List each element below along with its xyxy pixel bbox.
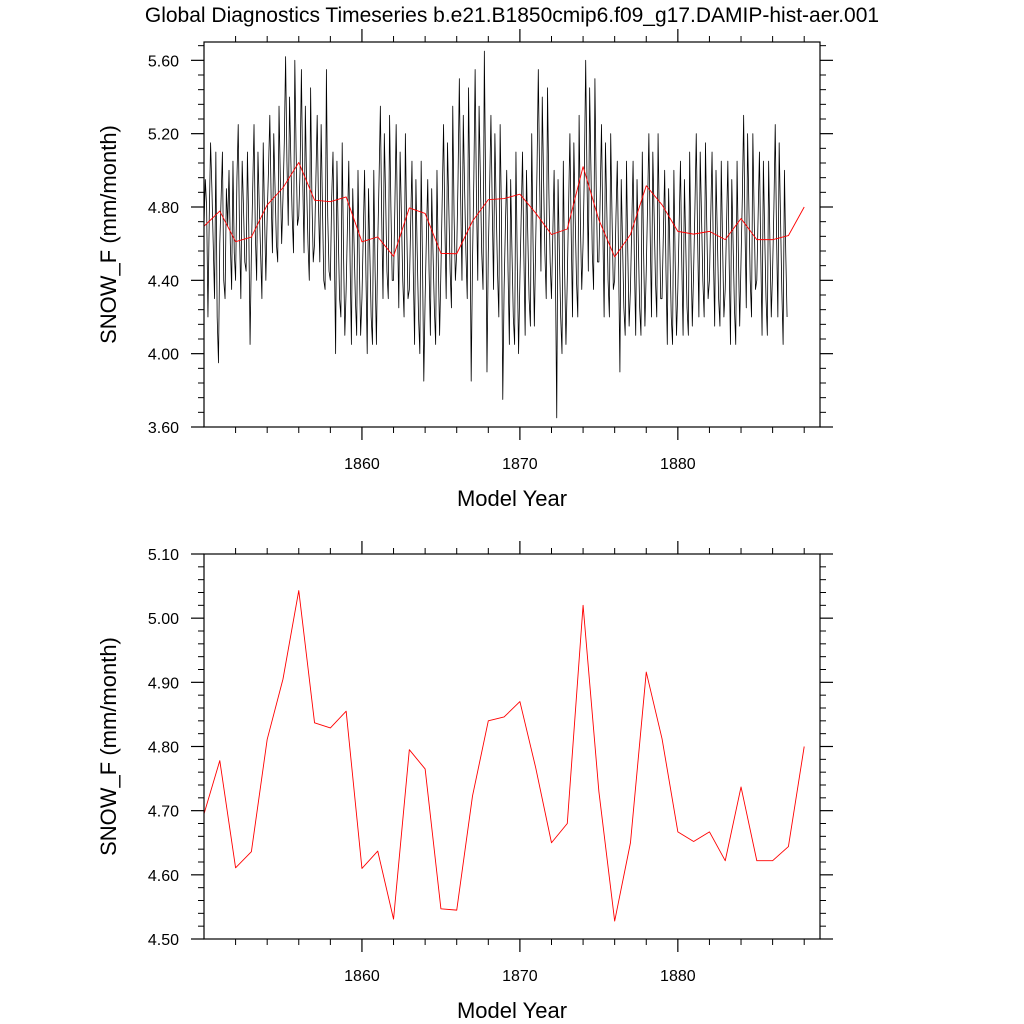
y-tick-label: 4.90 [148,675,179,692]
plot-frame [203,553,821,940]
y-axis-title: SNOW_F (mm/month) [96,637,121,856]
y-tick-label: 4.70 [148,804,179,821]
series-line-annual [203,590,805,922]
y-tick-label: 5.20 [148,127,179,144]
x-tick-label: 1880 [660,456,696,473]
y-tick-label: 4.40 [148,273,179,290]
x-tick-label: 1860 [344,456,380,473]
x-axis-title: Model Year [457,998,567,1023]
y-tick-label: 4.60 [148,868,179,885]
x-tick-label: 1880 [660,968,696,985]
y-tick-label: 3.60 [148,420,179,437]
y-axis-title: SNOW_F (mm/month) [96,125,121,344]
y-tick-label: 5.00 [148,611,179,628]
y-tick-label: 4.00 [148,347,179,364]
plot-frame [203,41,821,428]
y-tick-label: 5.60 [148,53,179,70]
series-line-annual [203,161,805,258]
y-tick-label: 4.50 [148,932,179,949]
x-tick-label: 1870 [502,968,538,985]
chart-title: Global Diagnostics Timeseries b.e21.B185… [145,4,879,27]
x-axis-title: Model Year [457,486,567,511]
y-tick-label: 4.80 [148,740,179,757]
y-tick-label: 5.10 [148,547,179,564]
x-tick-label: 1870 [502,456,538,473]
top-panel: 1860 1870 1880 3.60 4.00 4.40 4.80 5.20 5.60 Mode… [96,29,833,511]
x-tick-label: 1860 [344,968,380,985]
bottom-panel: 1860 1870 1880 4.50 4.60 4.70 4.80 4.90 5.00 5.10… [96,541,833,1023]
y-tick-label: 4.80 [148,200,179,217]
series-line-monthly [203,50,788,419]
